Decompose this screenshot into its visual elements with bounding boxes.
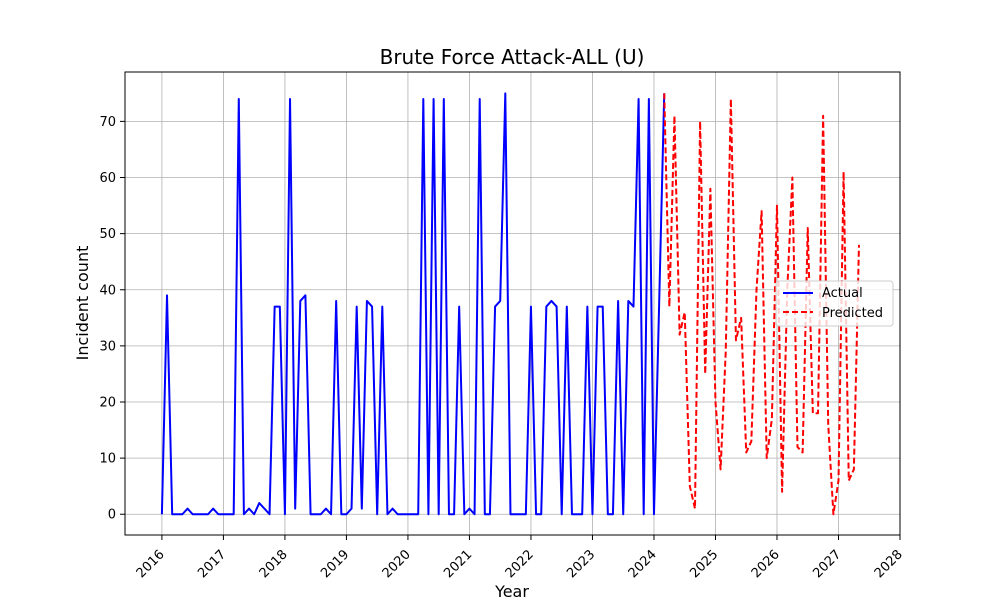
chart-title: Brute Force Attack-ALL (U)	[380, 45, 645, 69]
plot-frame	[124, 71, 901, 536]
series-line-actual	[160, 92, 666, 516]
y-tick-label: 40	[99, 283, 116, 298]
y-tick-label: 70	[99, 115, 116, 130]
y-tick-label: 0	[108, 508, 116, 523]
y-axis: 0 10 20 30 40 50 60 70	[99, 115, 125, 523]
y-axis-title: Incident count	[73, 246, 92, 361]
y-tick-label: 20	[99, 395, 116, 410]
y-tick-label: 60	[99, 171, 116, 186]
y-tick-label: 10	[99, 452, 116, 467]
y-tick-label: 30	[99, 339, 116, 354]
x-axis-title: Year	[494, 582, 529, 600]
legend-actual-label: Actual	[822, 286, 863, 301]
legend-predicted-label: Predicted	[822, 306, 883, 321]
y-tick-label: 50	[99, 227, 116, 242]
legend: Actual Predicted	[775, 280, 894, 327]
